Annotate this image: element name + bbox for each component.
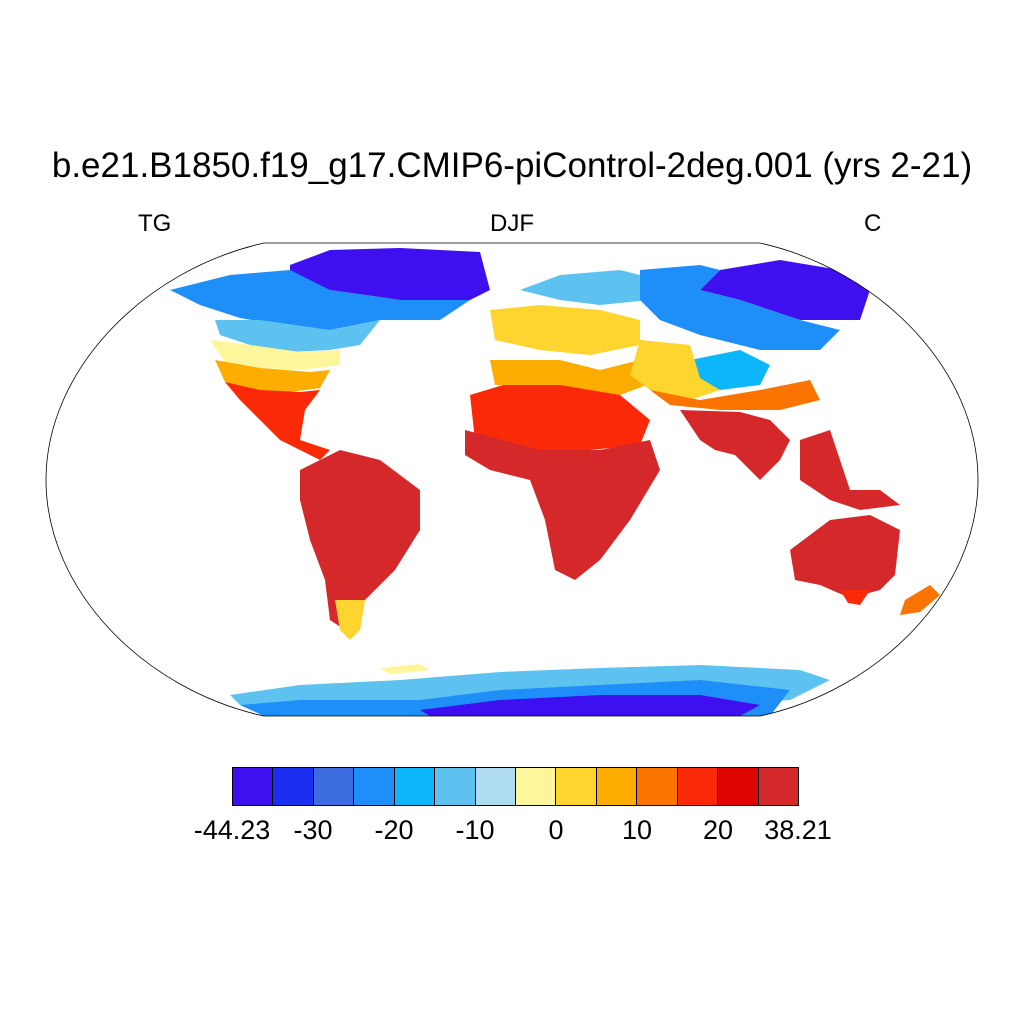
north-america-region: [225, 382, 330, 460]
colorbar-tick-label: -30: [293, 815, 333, 845]
north-america-region: [215, 320, 380, 352]
units-label: C: [864, 210, 882, 237]
colorbar-tick-label: -20: [374, 815, 414, 845]
colorbar-segment: [595, 767, 638, 806]
asia-region: [680, 410, 790, 480]
europe-region: [520, 270, 660, 305]
europe-region: [490, 305, 640, 355]
asia-region: [700, 260, 870, 320]
colorbar-segment: [474, 767, 516, 806]
colorbar-tick-label: 10: [621, 815, 653, 845]
southeast-asia-region: [800, 430, 900, 510]
colorbar-segment: [272, 767, 314, 806]
land-temperature-fill: [170, 248, 940, 716]
colorbar-tick-label: 0: [548, 815, 564, 845]
antarctica-region: [420, 695, 760, 716]
map-boundary: [45, 242, 979, 717]
plot-title: b.e21.B1850.f19_g17.CMIP6-piControl-2deg…: [51, 146, 973, 185]
asia-region: [630, 340, 720, 400]
asia-region: [640, 265, 840, 350]
asia-region: [650, 380, 820, 410]
australia-region: [790, 515, 900, 598]
north-america-region: [210, 340, 340, 370]
colorbar-segment: [515, 767, 557, 806]
colorbar-segment: [393, 767, 436, 806]
colorbar-tick-label: 20: [702, 815, 734, 845]
north-america-region: [170, 270, 470, 330]
colorbar-segment: [312, 767, 355, 806]
colorbar-segment: [717, 767, 759, 806]
colorbar-segment: [353, 767, 395, 806]
colorbar-segment: [232, 767, 274, 806]
africa-region: [490, 360, 660, 395]
north-america-region: [290, 248, 490, 300]
colorbar-tick-label: -10: [455, 815, 495, 845]
variable-label: TG: [138, 210, 172, 237]
colorbar-segment: [757, 767, 799, 806]
asia-region: [690, 350, 770, 390]
north-america-region: [215, 360, 330, 392]
australia-region: [840, 590, 870, 605]
colorbar-segment: [636, 767, 678, 806]
colorbar-segment: [676, 767, 719, 806]
antarctica-region: [380, 664, 430, 674]
season-label: DJF: [490, 210, 534, 237]
south-america-region: [335, 600, 365, 640]
africa-region: [465, 430, 660, 580]
africa-region: [470, 380, 650, 450]
new-zealand-region: [900, 585, 940, 615]
colorbar-segment: [434, 767, 476, 806]
colorbar-tick-label: 38.21: [764, 815, 832, 845]
colorbar-tick-label: -44.23: [193, 815, 271, 845]
colorbar-segment: [555, 767, 597, 806]
south-america-region: [300, 450, 420, 630]
